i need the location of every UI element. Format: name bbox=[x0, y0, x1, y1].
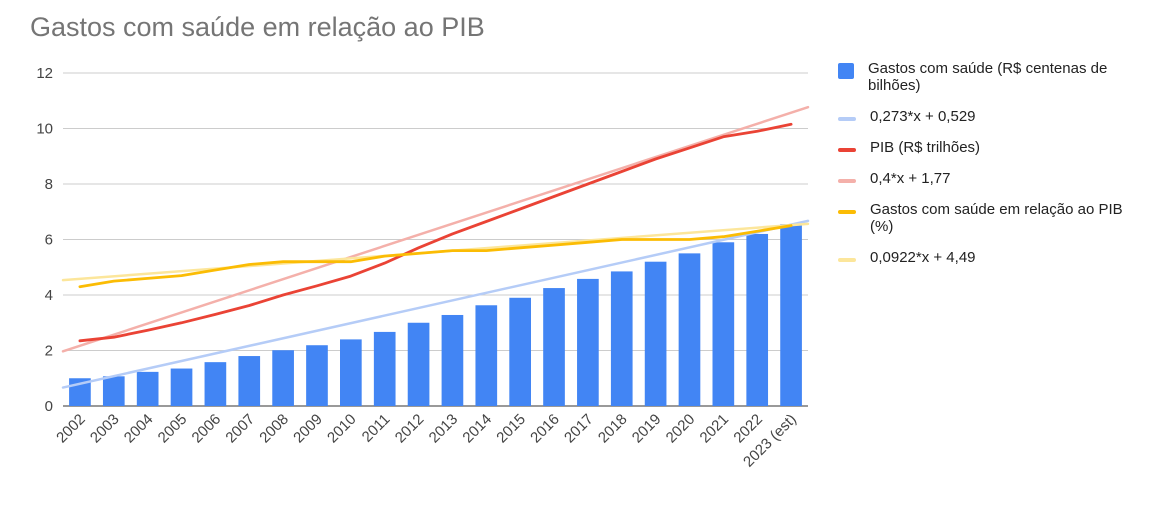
legend-item: Gastos com saúde (R$ centenas de bilhões… bbox=[838, 60, 1148, 94]
legend-item: 0,273*x + 0,529 bbox=[838, 108, 1148, 125]
legend-item: 0,4*x + 1,77 bbox=[838, 170, 1148, 187]
series-line bbox=[78, 122, 793, 343]
chart-plot: 0 2 4 6 8 10 12 2002200320042005200620072008200… bbox=[36, 65, 810, 471]
legend-label: 0,4*x + 1,77 bbox=[870, 170, 951, 187]
legend-item: 0,0922*x + 4,49 bbox=[838, 249, 1148, 266]
x-tick-label: 2018 bbox=[595, 411, 631, 447]
bar bbox=[678, 253, 701, 406]
x-tick-label: 2013 bbox=[426, 411, 462, 447]
legend-swatch bbox=[838, 148, 856, 152]
legend-label: Gastos com saúde (R$ centenas de bilhões… bbox=[868, 60, 1108, 94]
bar bbox=[746, 233, 769, 406]
bar bbox=[204, 362, 227, 406]
legend-swatch bbox=[838, 179, 856, 183]
legend-swatch bbox=[838, 258, 856, 262]
y-tick-label: 10 bbox=[36, 121, 53, 138]
x-tick-label: 2016 bbox=[527, 411, 563, 447]
y-tick-label: 8 bbox=[45, 176, 53, 193]
bar bbox=[373, 331, 396, 406]
bar bbox=[306, 345, 328, 406]
legend-swatch bbox=[838, 210, 856, 214]
bar bbox=[340, 339, 362, 406]
y-tick-label: 0 bbox=[45, 398, 53, 415]
bar bbox=[712, 242, 735, 406]
bar bbox=[238, 356, 261, 406]
series-line bbox=[78, 224, 793, 289]
x-tick-label: 2011 bbox=[359, 411, 394, 446]
legend-label: PIB (R$ trilhões) bbox=[870, 139, 981, 156]
bar bbox=[644, 261, 667, 406]
x-tick-label: 2014 bbox=[460, 411, 496, 447]
bar bbox=[543, 288, 565, 406]
x-tick-label: 2004 bbox=[121, 411, 157, 447]
legend-label: 0,273*x + 0,529 bbox=[870, 108, 976, 125]
x-tick-label: 2002 bbox=[53, 411, 89, 447]
bar bbox=[780, 224, 802, 406]
y-tick-label: 4 bbox=[45, 287, 53, 304]
bar bbox=[475, 305, 498, 406]
bar bbox=[577, 278, 599, 406]
bar bbox=[509, 297, 531, 406]
y-tick-label: 2 bbox=[45, 343, 53, 360]
legend-swatch bbox=[838, 117, 856, 121]
bar bbox=[610, 271, 633, 406]
legend-swatch bbox=[838, 63, 854, 79]
x-tick-label: 2020 bbox=[663, 411, 699, 447]
bar bbox=[441, 314, 464, 406]
y-tick-label: 12 bbox=[36, 65, 53, 82]
bar bbox=[136, 371, 159, 406]
x-tick-label: 2009 bbox=[290, 411, 326, 447]
legend-label: Gastos com saúde em relação ao PIB (%) bbox=[870, 201, 1123, 235]
x-tick-label: 2003 bbox=[87, 411, 123, 447]
x-tick-label: 2007 bbox=[222, 411, 258, 447]
x-tick-label: 2019 bbox=[629, 411, 665, 447]
x-tick-label: 2012 bbox=[392, 411, 428, 447]
chart-title: Gastos com saúde em relação ao PIB bbox=[30, 12, 485, 42]
x-tick-label: 2021 bbox=[697, 411, 733, 447]
legend-item: PIB (R$ trilhões) bbox=[838, 139, 1148, 156]
x-tick-label: 2010 bbox=[324, 411, 360, 447]
y-tick-label: 6 bbox=[45, 232, 53, 249]
legend-item: Gastos com saúde em relação ao PIB (%) bbox=[838, 201, 1148, 235]
legend-label: 0,0922*x + 4,49 bbox=[870, 249, 976, 266]
x-tick-label: 2008 bbox=[256, 411, 292, 447]
bar bbox=[407, 322, 430, 406]
x-tick-label: 2005 bbox=[155, 411, 191, 447]
x-tick-label: 2017 bbox=[561, 411, 597, 447]
x-tick-label: 2006 bbox=[189, 411, 225, 447]
bar bbox=[272, 350, 294, 406]
bar bbox=[170, 368, 193, 406]
trendline bbox=[61, 219, 810, 389]
bar bbox=[102, 376, 125, 406]
x-tick-label: 2015 bbox=[493, 411, 529, 447]
trendline bbox=[61, 105, 810, 353]
chart-legend: Gastos com saúde (R$ centenas de bilhões… bbox=[838, 60, 1148, 280]
